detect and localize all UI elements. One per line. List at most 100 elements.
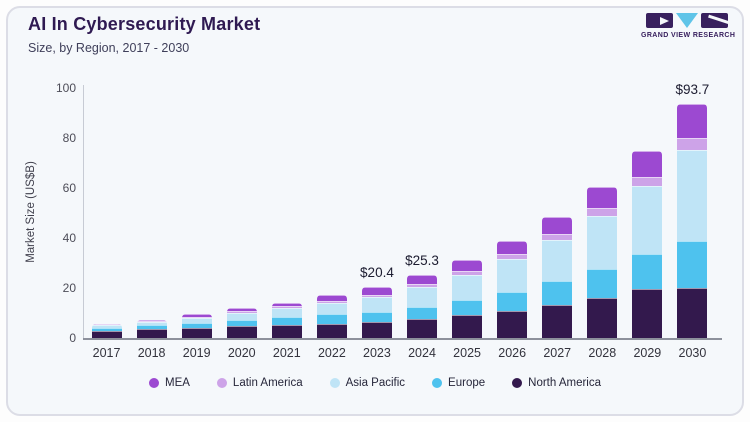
bar-2028 (587, 186, 618, 338)
bar-segment-north-america-2024 (407, 319, 438, 338)
legend-label-asia-pacific: Asia Pacific (345, 377, 406, 389)
bar-segment-asia-pacific-2021 (271, 308, 302, 318)
bar-segment-asia-pacific-2025 (452, 275, 483, 300)
bar-segment-north-america-2025 (452, 315, 483, 338)
bar-segment-mea-2021 (271, 302, 302, 307)
y-tick-label-60: 60 (62, 181, 76, 195)
x-tick-label-2017: 2017 (92, 346, 121, 360)
bar-2027 (542, 216, 573, 338)
bar-2029 (632, 150, 663, 338)
bar-segment-north-america-2026 (497, 310, 528, 338)
y-tick-label-0: 0 (69, 331, 76, 345)
bar-segment-latin-america-2030 (677, 138, 708, 151)
bar-segment-asia-pacific-2029 (632, 186, 663, 254)
x-tick-label-2018: 2018 (137, 346, 166, 360)
page-subtitle: Size, by Region, 2017 - 2030 (28, 41, 190, 55)
bar-segment-europe-2029 (632, 253, 663, 290)
bar-segment-latin-america-2020 (226, 311, 257, 313)
bar-segment-north-america-2030 (677, 288, 708, 338)
bar-segment-latin-america-2028 (587, 208, 618, 216)
legend-item-mea: MEA (149, 377, 190, 389)
bar-segment-latin-america-2027 (542, 233, 573, 240)
bar-segment-mea-2024 (407, 274, 438, 284)
bar-segment-asia-pacific-2027 (542, 240, 573, 282)
bar-segment-europe-2023 (361, 312, 392, 323)
legend-dot-north-america (512, 378, 523, 388)
bar-segment-latin-america-2018 (136, 320, 167, 322)
bar-segment-latin-america-2023 (361, 294, 392, 298)
gvr-logo-g-notch-icon (660, 17, 669, 25)
gvr-logo: GRAND VIEW RESEARCH (641, 13, 736, 39)
bar-segment-mea-2029 (632, 150, 663, 177)
bar-2025 (452, 260, 483, 338)
bar-segment-europe-2017 (91, 327, 122, 331)
bar-segment-north-america-2018 (136, 329, 167, 338)
bar-segment-asia-pacific-2019 (181, 317, 212, 323)
bar-2020 (226, 308, 257, 338)
bar-segment-latin-america-2026 (497, 254, 528, 260)
bar-segment-europe-2028 (587, 268, 618, 298)
bar-segment-mea-2020 (226, 308, 257, 312)
bar-segment-europe-2026 (497, 291, 528, 311)
bar-segment-mea-2019 (181, 314, 212, 317)
chart-legend: MEA Latin America Asia Pacific Europe North … (0, 377, 750, 389)
y-tick-label-100: 100 (55, 81, 76, 95)
bar-segment-asia-pacific-2018 (136, 321, 167, 326)
bar-segment-europe-2019 (181, 322, 212, 328)
bar-2026 (497, 240, 528, 338)
legend-item-latin-america: Latin America (216, 377, 303, 389)
x-tick-label-2022: 2022 (317, 346, 346, 360)
bar-segment-asia-pacific-2026 (497, 259, 528, 292)
y-axis-line (83, 85, 84, 338)
bar-2024 (407, 274, 438, 338)
bar-segment-europe-2024 (407, 306, 438, 319)
legend-dot-europe (432, 378, 443, 388)
legend-label-north-america: North America (528, 377, 601, 389)
gvr-logo-r-slash-icon (708, 14, 728, 25)
x-tick-label-2030: 2030 (678, 346, 707, 360)
gvr-logo-r-block (701, 13, 728, 28)
bar-segment-asia-pacific-2017 (91, 324, 122, 328)
bar-segment-latin-america-2021 (271, 306, 302, 308)
x-tick-label-2019: 2019 (182, 346, 211, 360)
bar-segment-mea-2018 (136, 319, 167, 321)
gvr-brand-text: GRAND VIEW RESEARCH (641, 32, 736, 39)
bar-segment-mea-2027 (542, 216, 573, 234)
x-tick-label-2028: 2028 (588, 346, 617, 360)
bar-segment-north-america-2019 (181, 327, 212, 338)
y-tick-label-80: 80 (62, 131, 76, 145)
y-tick-label-40: 40 (62, 231, 76, 245)
bar-segment-latin-america-2029 (632, 176, 663, 187)
x-tick-label-2026: 2026 (498, 346, 527, 360)
bar-segment-europe-2027 (542, 281, 573, 305)
legend-label-europe: Europe (448, 377, 486, 389)
bar-2021 (271, 302, 302, 338)
bar-segment-north-america-2020 (226, 325, 257, 338)
bar-segment-north-america-2021 (271, 324, 302, 338)
bar-segment-north-america-2028 (587, 297, 618, 338)
bar-segment-north-america-2029 (632, 289, 663, 338)
legend-dot-latin-america (216, 378, 227, 388)
x-tick-label-2021: 2021 (272, 346, 301, 360)
page-title: AI In Cybersecurity Market (28, 14, 261, 34)
bar-segment-asia-pacific-2022 (316, 303, 347, 315)
bar-2023 (361, 287, 392, 338)
gvr-logo-v-triangle-icon (676, 13, 698, 28)
bar-2019 (181, 314, 212, 338)
legend-dot-mea (149, 378, 159, 388)
legend-dot-asia-pacific (329, 378, 340, 388)
bar-2022 (316, 295, 347, 338)
bar-segment-mea-2026 (497, 240, 528, 255)
x-tick-label-2029: 2029 (633, 346, 662, 360)
bar-segment-asia-pacific-2030 (677, 150, 708, 241)
x-tick-label-2025: 2025 (453, 346, 481, 360)
bar-segment-latin-america-2022 (316, 301, 347, 303)
bar-value-label-2030: $93.7 (675, 81, 710, 97)
x-tick-label-2020: 2020 (227, 346, 256, 360)
bar-segment-mea-2030 (677, 103, 708, 138)
x-tick-label-2024: 2024 (408, 346, 436, 360)
bar-segment-mea-2022 (316, 295, 347, 301)
bar-2018 (136, 319, 167, 338)
legend-item-asia-pacific: Asia Pacific (329, 377, 406, 389)
